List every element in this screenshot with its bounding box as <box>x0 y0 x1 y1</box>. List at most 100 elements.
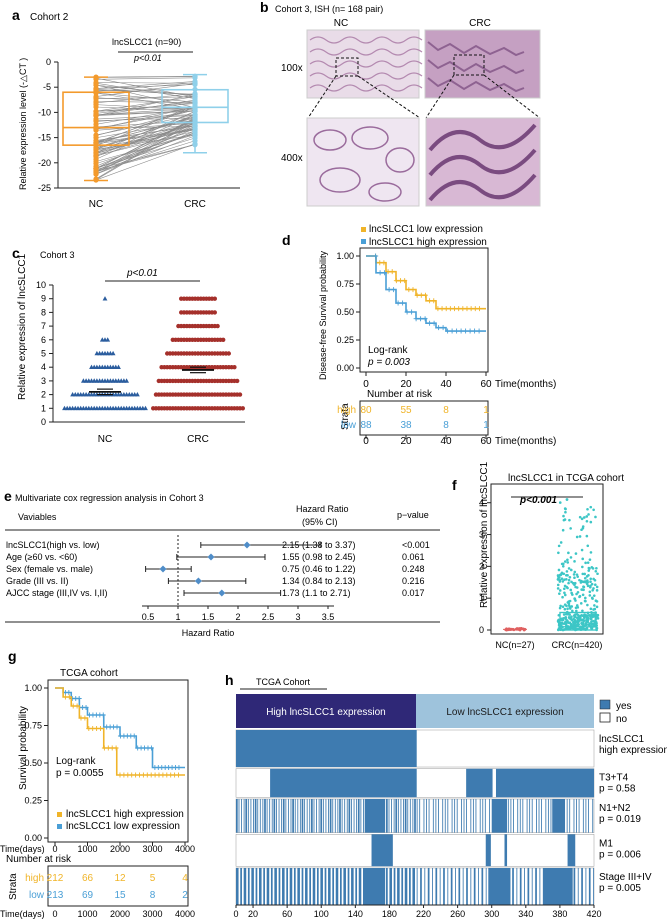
g-ytick-label: 0.25 <box>24 796 42 806</box>
d-xtick-label: 40 <box>440 379 452 390</box>
a-pair-line <box>95 84 196 89</box>
a-pair-line <box>95 114 196 150</box>
f-crc-point <box>561 580 565 583</box>
d-curve-low-censor <box>476 306 482 312</box>
h-cell-yes <box>444 798 446 833</box>
h-cell-yes <box>482 798 484 833</box>
h-cell-yes <box>259 798 261 833</box>
d-risk-frame <box>359 400 489 436</box>
d-risk-value: 1 <box>483 420 489 431</box>
f-crc-point <box>573 597 576 600</box>
h-legend-yes-swatch <box>599 699 611 710</box>
f-crc-point <box>592 587 595 590</box>
h-cell-yes <box>316 867 319 905</box>
h-cell-yes <box>276 798 277 833</box>
panel-b: b Cohort 3, ISH (n= 168 pair) NC CRC 100… <box>260 0 541 207</box>
g-curve-low-censor <box>176 765 182 770</box>
f-crc-point <box>566 561 570 564</box>
d-xtick-label: 20 <box>400 379 412 390</box>
f-crc-point <box>583 580 587 583</box>
b-col-crc: CRC <box>469 18 491 29</box>
h-legend-no-swatch <box>599 712 611 723</box>
b-img-nc-100x <box>306 29 420 99</box>
e-xtick-label: 2 <box>235 612 240 622</box>
f-crc-point <box>563 584 567 588</box>
h-cell-yes <box>491 798 508 833</box>
f-crc-point <box>563 560 567 563</box>
f-crc-point <box>567 578 571 582</box>
panel-label-a: a <box>12 7 20 23</box>
h-cell-yes <box>309 798 311 833</box>
h-cell-yes <box>481 867 484 905</box>
d-curve-high-censor <box>413 316 419 322</box>
a-pair-line <box>95 120 196 139</box>
h-cell-yes <box>535 867 537 905</box>
g-risk-value: 212 <box>47 873 64 884</box>
f-crc-point <box>573 560 576 563</box>
a-pair-line <box>95 94 196 117</box>
h-cell-yes <box>435 798 437 833</box>
f-crc-point <box>569 588 573 592</box>
a-pair-line <box>95 125 196 142</box>
a-pair-line <box>95 93 196 104</box>
h-cell-yes <box>423 798 425 833</box>
f-crc-point <box>596 617 600 620</box>
f-crc-point <box>581 572 585 576</box>
h-cell-yes <box>286 867 288 905</box>
e-hr-point <box>194 577 202 585</box>
d-curve-low-censor <box>410 287 416 293</box>
d-legend-low-swatch <box>361 227 366 232</box>
h-cell-yes <box>582 798 584 833</box>
e-hr-point <box>243 541 251 549</box>
h-cell-yes <box>240 867 242 905</box>
d-ytick-label: 0.75 <box>336 279 354 289</box>
a-nc-point <box>93 95 99 101</box>
a-pair-line <box>95 106 196 143</box>
h-cell-yes <box>585 798 587 833</box>
panel-f: f lncSLCC1 in TCGA cohort Relative expre… <box>452 461 624 650</box>
f-crc-point <box>584 622 588 625</box>
g-ylabel: Survival probability <box>18 706 29 790</box>
h-cell-yes <box>236 730 417 768</box>
f-crc-point <box>590 582 594 586</box>
h-cell-yes <box>529 798 531 833</box>
g-risk-value: 12 <box>114 873 126 884</box>
h-track-label: M1 <box>599 838 613 849</box>
h-cell-yes <box>270 867 273 905</box>
h-cell-yes <box>581 867 583 905</box>
b-row-400x: 400x <box>281 153 303 164</box>
d-risk-xtick-label: 0 <box>363 436 369 447</box>
g-ytick-label: 0.00 <box>24 833 42 843</box>
f-crc-point <box>572 573 576 576</box>
h-cell-yes <box>593 867 594 905</box>
h-cell-yes <box>311 798 313 833</box>
f-crc-point <box>590 613 594 616</box>
g-curve-high-censor <box>176 772 181 778</box>
h-cell-yes <box>567 834 576 867</box>
h-cell-yes <box>513 798 514 833</box>
e-col-p: p−value <box>397 510 429 520</box>
f-ytick-label: 3 <box>479 530 484 540</box>
a-pair-line <box>95 97 196 105</box>
d-curve-high-censor <box>409 309 415 315</box>
f-crc-point <box>596 572 599 576</box>
f-crc-point <box>587 573 590 577</box>
d-curve-low-censor <box>381 260 387 266</box>
c-nc-point <box>124 378 129 383</box>
h-cell-yes <box>270 768 417 798</box>
g-risk-title: Number at risk <box>6 854 72 865</box>
a-pair-line <box>95 144 196 170</box>
h-cell-yes <box>351 867 354 905</box>
f-crc-point <box>573 622 577 626</box>
d-curve-high-censor <box>440 325 446 331</box>
d-risk-value: 55 <box>400 405 412 416</box>
f-crc-point <box>576 575 579 578</box>
h-cell-yes <box>297 798 299 833</box>
g-ytick-label: 0.50 <box>24 758 42 768</box>
f-crc-point <box>594 583 597 587</box>
h-group-low: Low lncSLCC1 expression <box>446 707 563 718</box>
e-row-p: 0.216 <box>402 576 425 586</box>
d-curve-high <box>366 255 486 332</box>
h-cell-yes <box>245 798 248 833</box>
f-crc-point <box>563 622 567 625</box>
